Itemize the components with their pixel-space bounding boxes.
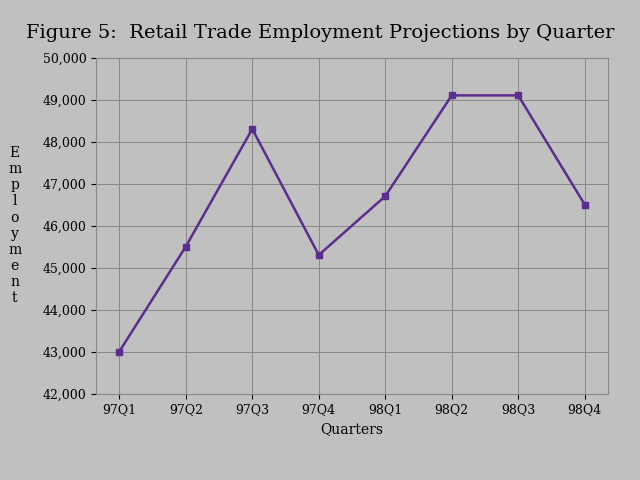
X-axis label: Quarters: Quarters <box>321 422 383 436</box>
Text: Figure 5:  Retail Trade Employment Projections by Quarter: Figure 5: Retail Trade Employment Projec… <box>26 24 614 42</box>
Y-axis label: E
m
p
l
o
y
m
e
n
t: E m p l o y m e n t <box>8 146 21 305</box>
